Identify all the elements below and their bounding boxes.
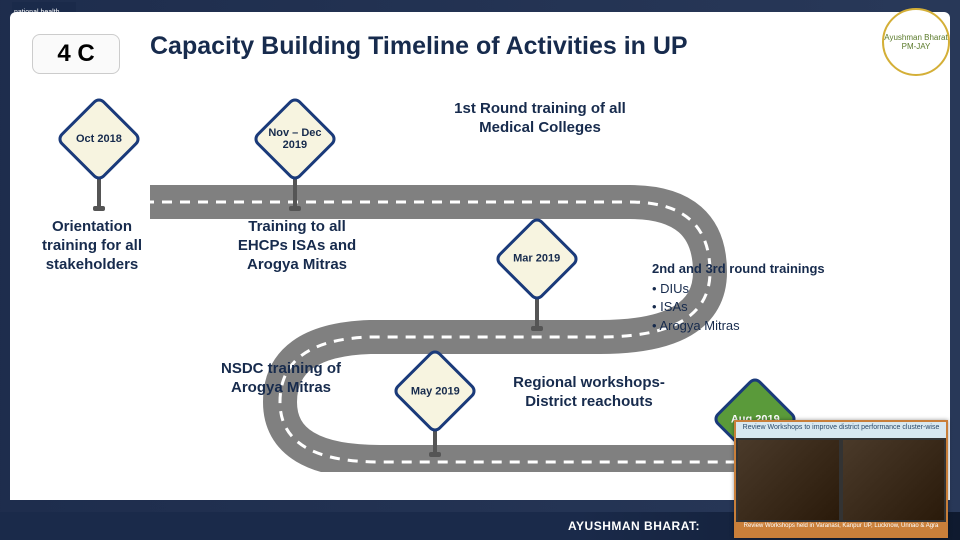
- milestone-novdec2019: Nov – Dec 2019: [264, 108, 326, 170]
- page-title: Capacity Building Timeline of Activities…: [150, 32, 688, 61]
- footer-brand: AYUSHMAN BHARAT:: [568, 519, 700, 533]
- milestone-date-novdec2019: Nov – Dec 2019: [267, 127, 323, 151]
- photo-caption-top: Review Workshops to improve district per…: [736, 422, 946, 438]
- photo-body: [736, 438, 946, 522]
- milestone-desc-oct2018: Orientation training for all stakeholder…: [34, 218, 150, 274]
- round-trainings-list: 2nd and 3rd round trainings DIUsISAsArog…: [652, 260, 825, 335]
- milestone-date-oct2018: Oct 2018: [76, 133, 122, 145]
- pmjay-logo-text: Ayushman Bharat PM-JAY: [884, 33, 948, 51]
- pmjay-logo: Ayushman Bharat PM-JAY: [882, 8, 950, 76]
- milestone-desc-aug2019: Regional workshops- District reachouts: [504, 374, 674, 412]
- milestone-date-may2019: May 2019: [411, 385, 460, 397]
- photo-left: [738, 440, 839, 520]
- bullet-item: ISAs: [652, 298, 825, 316]
- milestone-desc-mar2019: 1st Round training of all Medical Colleg…: [452, 100, 628, 138]
- milestone-mar2019: Mar 2019: [506, 228, 568, 290]
- photo-right: [843, 440, 944, 520]
- milestone-oct2018: Oct 2018: [68, 108, 130, 170]
- bullet-item: DIUs: [652, 280, 825, 298]
- pole-base-mar2019: [531, 326, 543, 331]
- milestone-may2019: May 2019: [404, 360, 466, 422]
- milestone-date-mar2019: Mar 2019: [513, 253, 560, 265]
- photo-caption-bottom: Review Workshops held in Varanasi, Kanpu…: [736, 522, 946, 536]
- pole-base-novdec2019: [289, 206, 301, 211]
- milestone-desc-novdec2019: Training to all EHCPs ISAs and Arogya Mi…: [230, 218, 364, 274]
- bullets-heading: 2nd and 3rd round trainings: [652, 260, 825, 278]
- pole-base-oct2018: [93, 206, 105, 211]
- workshop-photo-card: Review Workshops to improve district per…: [734, 420, 948, 538]
- pole-base-may2019: [429, 452, 441, 457]
- milestone-desc-may2019: NSDC training of Arogya Mitras: [206, 360, 356, 398]
- four-c-badge: 4 C: [32, 34, 120, 74]
- bullet-item: Arogya Mitras: [652, 317, 825, 335]
